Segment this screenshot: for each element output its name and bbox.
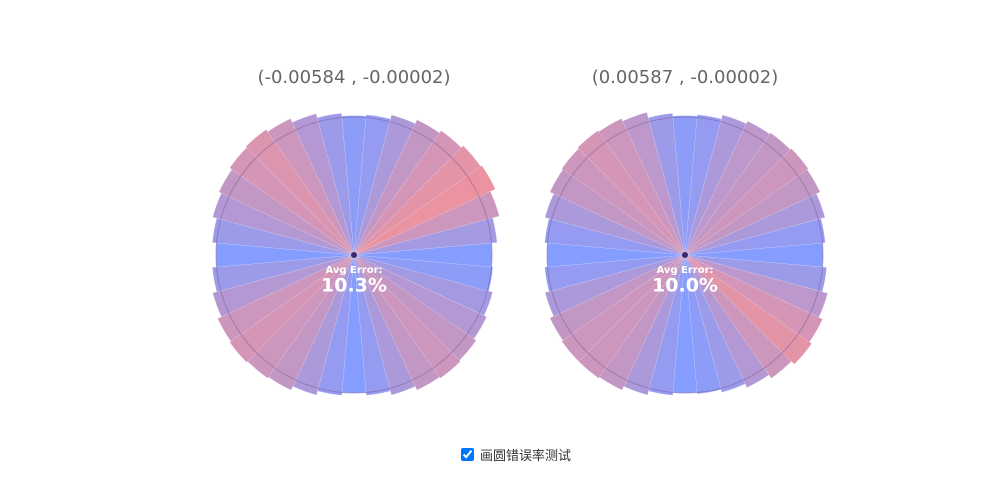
wedge [684, 218, 826, 256]
wedge [317, 254, 355, 396]
checkbox-control[interactable]: 画圆错误率测试 [461, 445, 571, 464]
wedge [684, 169, 821, 256]
chart-title: (-0.00584 , -0.00002) [257, 67, 450, 88]
wedge [353, 191, 500, 256]
wedge [341, 115, 367, 256]
wedge [245, 129, 355, 256]
wedge [684, 120, 771, 256]
wedge [316, 113, 355, 256]
chart-area: (-0.00584 , -0.00002)Avg Error:10.3%(0.0… [212, 67, 828, 396]
wedge [544, 254, 686, 317]
wedge [599, 254, 686, 391]
wedge [598, 118, 686, 256]
checkbox-label: 画圆错误率测试 [480, 449, 572, 464]
wedge [684, 254, 827, 293]
wedge [672, 115, 698, 256]
wedge [549, 254, 686, 341]
wedge [353, 254, 461, 379]
wedge [353, 145, 481, 256]
wedge [229, 147, 355, 256]
wedge [684, 148, 809, 256]
wedge [578, 254, 686, 379]
avg-error-label: Avg Error: [656, 265, 713, 276]
wedge [684, 254, 812, 365]
wedge [212, 254, 355, 318]
reference-circle [215, 116, 493, 394]
avg-error-value: 10.3% [321, 275, 387, 297]
wedge [544, 254, 686, 292]
wedge [353, 119, 440, 256]
wedge [622, 112, 686, 256]
wedge [623, 254, 686, 396]
wedge [212, 254, 355, 293]
chart-title: (0.00587 , -0.00002) [592, 67, 779, 88]
wedge [561, 148, 686, 256]
wedge [684, 254, 770, 388]
wedge [291, 113, 355, 256]
wedge [353, 254, 440, 391]
wedge [544, 193, 686, 256]
wedge [212, 217, 355, 256]
wedge [353, 254, 391, 396]
wedge [684, 193, 826, 256]
wedge [268, 254, 355, 391]
wedge [353, 254, 416, 396]
wedge [292, 254, 355, 396]
wedge [684, 114, 747, 256]
wedge [353, 165, 496, 256]
checkbox[interactable] [461, 448, 474, 461]
wedge [561, 254, 686, 362]
wedge [353, 254, 493, 316]
center-dot [351, 252, 357, 258]
wedge [267, 118, 355, 256]
wedge [353, 130, 462, 256]
wedge [353, 114, 416, 256]
wedge [353, 254, 494, 292]
wedge [212, 192, 355, 256]
wedge [684, 254, 828, 318]
wedge [647, 113, 686, 256]
wedge [684, 132, 791, 256]
wedge [218, 169, 355, 256]
wedge [648, 254, 686, 396]
center-dot [682, 252, 688, 258]
wedge [247, 254, 355, 379]
wedge [217, 254, 355, 342]
wedge [684, 114, 722, 256]
wedge [229, 254, 355, 363]
wedge [353, 217, 498, 256]
wedge [353, 254, 487, 340]
avg-error-value: 10.0% [652, 275, 718, 297]
wedge [684, 254, 823, 343]
wedge [577, 130, 686, 256]
wedge [353, 254, 477, 361]
wedge [684, 254, 792, 379]
wedge [684, 254, 746, 393]
wedge [684, 254, 722, 395]
wedge [544, 218, 686, 256]
wedge [549, 169, 686, 256]
avg-error-label: Avg Error: [325, 265, 382, 276]
reference-circle [546, 116, 824, 394]
wedge [353, 114, 391, 256]
